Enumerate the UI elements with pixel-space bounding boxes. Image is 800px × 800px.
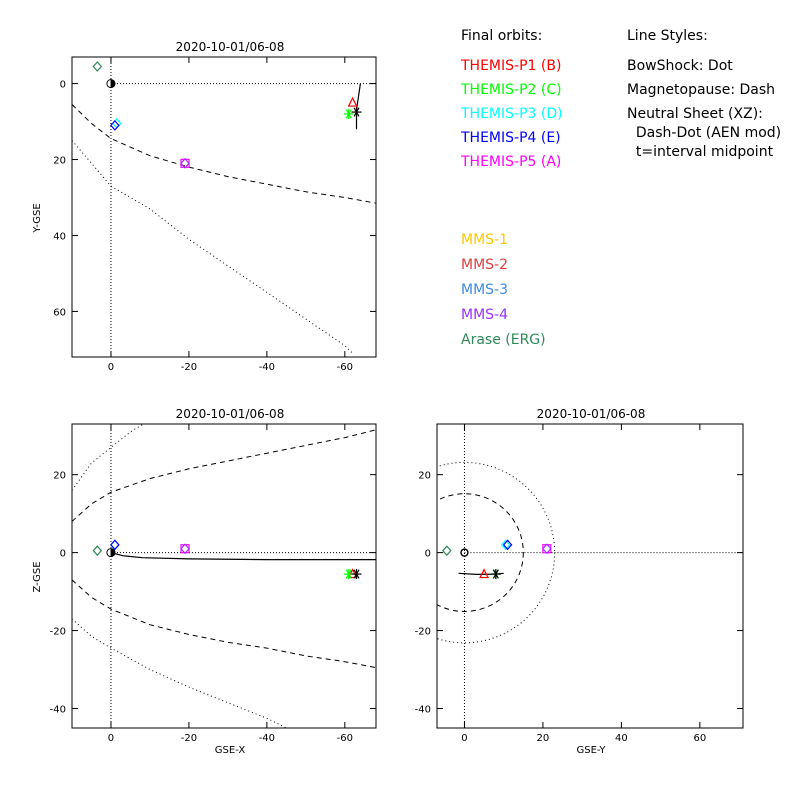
marker-arase-erg- — [92, 61, 103, 72]
marker-earth — [106, 79, 112, 88]
marker-mms-4 — [180, 543, 190, 555]
plot-area — [437, 424, 743, 728]
panel-yz: 2020-10-01/06-08 GSE-Y 0 20 40 60 20 0 -20 -40 — [415, 407, 744, 756]
magnetopause-north — [72, 429, 376, 522]
x-tick-label: 0 — [461, 733, 467, 744]
marker-themis-p1 — [479, 568, 490, 579]
plot-area — [72, 57, 376, 357]
panel-xy-frame — [71, 56, 377, 358]
panel-xz-frame — [71, 423, 377, 729]
panel-xz-title: 2020-10-01/06-08 — [176, 407, 285, 421]
x-tick-label: -60 — [337, 362, 353, 373]
y-tick-label: 20 — [53, 471, 66, 482]
bow-shock-section — [437, 461, 556, 644]
y-tick-label: 60 — [53, 307, 66, 318]
x-tick-label: 0 — [108, 733, 114, 744]
magnetopause — [72, 104, 376, 204]
y-tick-label: 0 — [425, 549, 431, 560]
legend: Final orbits: Line Styles: THEMIS-P1 (B)… — [460, 28, 781, 348]
panel-xz-content: 0 -20 -40 -60 20 0 -20 -40 — [50, 424, 376, 744]
legend-mms-4: MMS-4 — [461, 307, 508, 323]
legend-arase: Arase (ERG) — [461, 332, 546, 348]
legend-orbits-header: Final orbits: — [461, 28, 542, 44]
legend-mms-2: MMS-2 — [461, 257, 508, 273]
panel-xy-content: 0 -20 -40 -60 0 20 40 60 — [53, 57, 376, 373]
marker-arase-erg- — [92, 545, 103, 557]
marker-earth — [460, 548, 469, 557]
y-tick-label: 20 — [418, 471, 431, 482]
marker-themis-p3 — [110, 539, 120, 551]
x-tick-label: -20 — [181, 362, 197, 373]
panel-yz-xlabel: GSE-Y — [577, 745, 607, 756]
panel-yz-title: 2020-10-01/06-08 — [537, 407, 646, 421]
x-tick-label: -40 — [259, 733, 275, 744]
legend-style-bowshock: BowShock: Dot — [627, 58, 733, 74]
x-tick-label: -20 — [181, 733, 197, 744]
marker-themis-p4 — [110, 119, 120, 131]
marker-mms-4 — [180, 157, 190, 169]
marker-themis-p1 — [347, 96, 358, 107]
marker-themis-p4 — [110, 539, 120, 551]
y-tick-label: 0 — [60, 80, 66, 91]
marker-themis-p5 — [180, 544, 190, 554]
marker-mms-4 — [542, 543, 552, 555]
bow-shock — [72, 140, 353, 354]
marker-earth — [106, 548, 112, 558]
legend-style-midpoint: t=interval midpoint — [627, 144, 774, 160]
legend-styles-header: Line Styles: — [627, 28, 708, 44]
panel-xz: 2020-10-01/06-08 Z-GSE GSE-X 0 -20 -40 -60 2… — [32, 407, 377, 756]
marker-themis-p5 — [180, 158, 190, 168]
marker-themis-p4 — [502, 539, 513, 551]
x-tick-label: 20 — [537, 733, 550, 744]
legend-mms-1: MMS-1 — [461, 232, 508, 248]
legend-style-magnetopause: Magnetopause: Dash — [627, 82, 775, 98]
y-tick-label: -20 — [50, 627, 66, 638]
neutral-sheet — [110, 552, 376, 561]
legend-style-neutral-sheet: Neutral Sheet (XZ): — [627, 106, 763, 122]
x-tick-label: 0 — [108, 362, 114, 373]
legend-style-dash-dot: Dash-Dot (AEN mod) — [627, 125, 781, 141]
legend-themis-p1: THEMIS-P1 (B) — [460, 58, 561, 74]
legend-mms-3: MMS-3 — [461, 282, 508, 298]
y-tick-label: -40 — [50, 705, 66, 716]
x-tick-label: -40 — [259, 362, 275, 373]
x-tick-label: 40 — [615, 733, 628, 744]
marker-themis-p3 — [500, 539, 511, 551]
panel-xz-xlabel: GSE-X — [215, 745, 246, 756]
legend-themis-p2: THEMIS-P2 (C) — [460, 82, 562, 98]
x-tick-label: 60 — [693, 733, 706, 744]
y-tick-label: 40 — [53, 231, 66, 242]
panel-yz-frame — [436, 423, 744, 729]
legend-themis-p4: THEMIS-P4 (E) — [460, 130, 561, 146]
y-tick-label: -40 — [415, 705, 431, 716]
y-tick-label: 20 — [53, 156, 66, 167]
plot-area — [72, 424, 376, 728]
magnetopause-south — [72, 579, 376, 669]
panel-xy: 2020-10-01/06-08 Y-GSE 0 -20 -40 -60 0 20 40 60 — [32, 40, 377, 373]
legend-themis-p3: THEMIS-P3 (D) — [460, 106, 563, 122]
y-tick-label: 0 — [60, 549, 66, 560]
magnetopause-section — [437, 493, 524, 612]
panel-xz-ylabel: Z-GSE — [32, 561, 43, 592]
y-tick-label: -20 — [415, 627, 431, 638]
panel-yz-content: 0 20 40 60 20 0 -20 -40 — [415, 424, 743, 744]
panel-xy-ylabel: Y-GSE — [32, 203, 43, 233]
x-tick-label: -60 — [337, 733, 353, 744]
legend-themis-p5: THEMIS-P5 (A) — [460, 154, 561, 170]
bow-shock-south — [72, 618, 287, 728]
marker-themis-p5 — [542, 544, 552, 554]
panel-xy-title: 2020-10-01/06-08 — [176, 40, 285, 54]
marker-arase-erg- — [442, 545, 452, 557]
